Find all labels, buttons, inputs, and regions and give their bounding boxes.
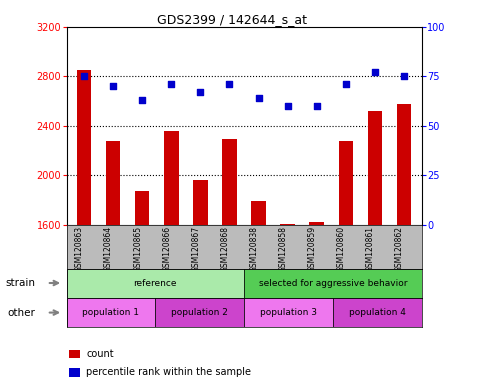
Point (400, 73, 408, 79)
Point (138, 97, 146, 103)
Text: GSM120861: GSM120861 (366, 225, 375, 271)
Text: GSM120865: GSM120865 (133, 225, 142, 271)
Text: GSM120867: GSM120867 (191, 225, 200, 271)
Bar (67, 269, 244, 298)
Text: GSM120868: GSM120868 (220, 225, 229, 271)
Text: percentile rank within the sample: percentile rank within the sample (86, 367, 251, 377)
Text: GSM120858: GSM120858 (279, 225, 288, 271)
Text: population 1: population 1 (82, 308, 140, 317)
Bar (193, 180, 208, 225)
Point (371, 69, 379, 75)
Text: reference: reference (134, 279, 177, 288)
Bar (310, 222, 324, 225)
Bar (339, 141, 353, 225)
Bar (135, 191, 149, 225)
Text: selected for aggressive behavior: selected for aggressive behavior (258, 279, 407, 288)
Text: other: other (7, 308, 35, 318)
Text: population 4: population 4 (349, 308, 406, 317)
Point (80, 73, 88, 79)
Text: population 2: population 2 (171, 308, 228, 317)
Text: strain: strain (5, 278, 35, 288)
Bar (69, 350, 80, 358)
Point (255, 95, 263, 101)
Text: GSM120864: GSM120864 (104, 225, 113, 271)
Bar (155, 298, 244, 327)
Text: GSM120863: GSM120863 (75, 225, 84, 271)
Bar (397, 104, 411, 225)
Point (342, 81, 350, 87)
Text: GSM120838: GSM120838 (249, 225, 259, 271)
Bar (106, 141, 120, 225)
Text: GDS2399 / 142644_s_at: GDS2399 / 142644_s_at (157, 13, 307, 26)
Bar (67, 298, 155, 327)
Text: GSM120866: GSM120866 (162, 225, 171, 271)
Point (284, 103, 292, 109)
Text: GSM120862: GSM120862 (395, 225, 404, 271)
Text: count: count (86, 349, 114, 359)
Text: GSM120859: GSM120859 (308, 225, 317, 271)
Point (109, 83, 117, 89)
Bar (368, 111, 382, 225)
Text: GSM120860: GSM120860 (337, 225, 346, 271)
Bar (222, 139, 237, 225)
Bar (77, 70, 91, 225)
Text: population 3: population 3 (260, 308, 317, 317)
Bar (69, 368, 80, 377)
Bar (333, 298, 422, 327)
Point (167, 81, 175, 87)
Bar (244, 269, 422, 298)
Point (225, 81, 233, 87)
Bar (244, 298, 333, 327)
Bar (164, 131, 178, 225)
Point (196, 89, 204, 95)
Point (313, 103, 321, 109)
Bar (281, 224, 295, 225)
Bar (251, 201, 266, 225)
